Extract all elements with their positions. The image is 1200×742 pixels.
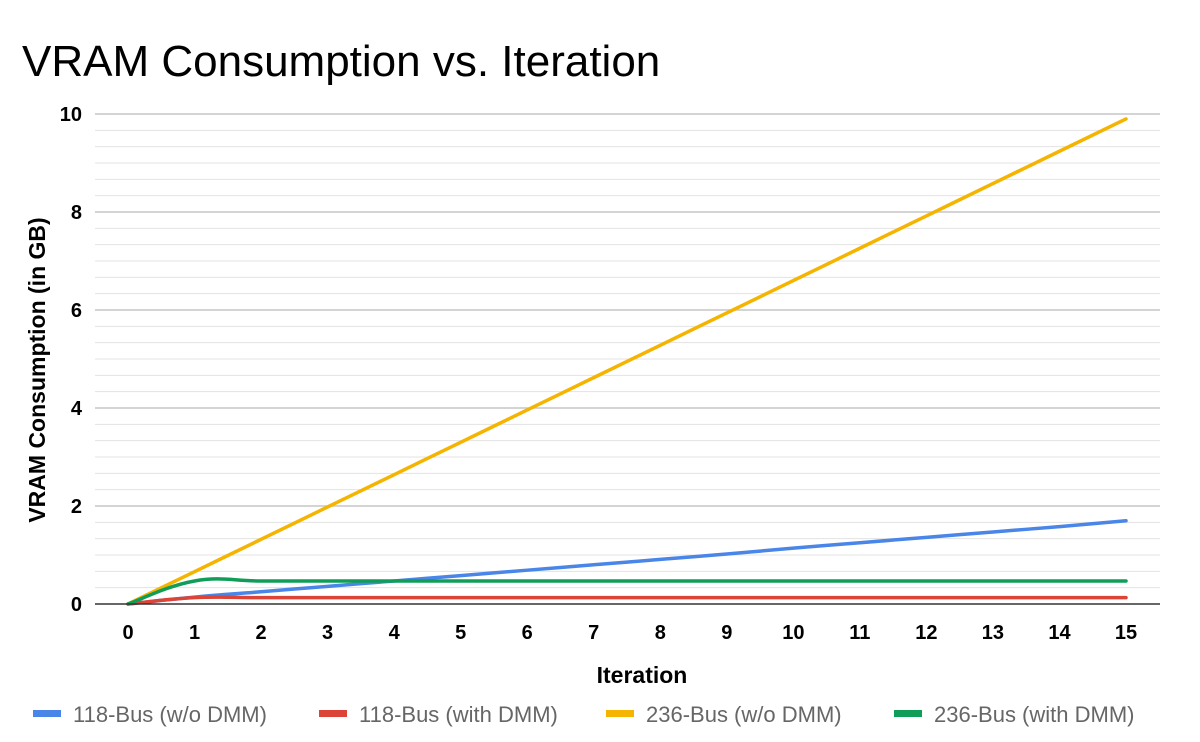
x-tick-label: 2 bbox=[256, 622, 267, 644]
legend-item: 118-Bus (w/o DMM) bbox=[33, 702, 267, 727]
y-tick-label: 0 bbox=[71, 594, 82, 616]
y-tick-label: 6 bbox=[71, 300, 82, 322]
chart-title: VRAM Consumption vs. Iteration bbox=[22, 37, 660, 86]
x-axis-title: Iteration bbox=[597, 662, 688, 688]
legend: 118-Bus (w/o DMM) 118-Bus (with DMM) 236-B… bbox=[33, 702, 1134, 727]
x-tick-label: 14 bbox=[1048, 622, 1071, 644]
x-tick-label: 7 bbox=[588, 622, 599, 644]
series-lines bbox=[126, 117, 1128, 606]
x-tick-label: 15 bbox=[1115, 622, 1137, 644]
x-tick-label: 10 bbox=[782, 622, 804, 644]
x-tick-label: 3 bbox=[322, 622, 333, 644]
legend-item: 236-Bus (with DMM) bbox=[894, 702, 1134, 727]
x-tick-label: 13 bbox=[982, 622, 1004, 644]
y-axis-title: VRAM Consumption (in GB) bbox=[24, 217, 50, 522]
x-tick-label: 8 bbox=[655, 622, 666, 644]
x-tick-label: 4 bbox=[389, 622, 401, 644]
x-tick-label: 12 bbox=[915, 622, 937, 644]
x-tick-label: 0 bbox=[122, 622, 133, 644]
x-axis-ticks: 0 1 2 3 4 5 6 7 8 9 10 11 12 13 14 15 bbox=[122, 622, 1137, 644]
x-tick-label: 5 bbox=[455, 622, 466, 644]
x-tick-label: 11 bbox=[849, 622, 870, 644]
y-tick-label: 10 bbox=[60, 104, 82, 126]
legend-label: 236-Bus (w/o DMM) bbox=[646, 702, 842, 727]
x-tick-label: 6 bbox=[522, 622, 533, 644]
legend-swatch bbox=[33, 710, 61, 717]
legend-label: 118-Bus (with DMM) bbox=[359, 702, 558, 727]
legend-swatch bbox=[606, 710, 634, 717]
y-tick-label: 4 bbox=[71, 398, 83, 420]
series-line-3 bbox=[126, 117, 1128, 606]
legend-swatch bbox=[894, 710, 922, 717]
x-tick-label: 9 bbox=[721, 622, 732, 644]
series-line-4 bbox=[126, 577, 1128, 606]
x-tick-label: 1 bbox=[189, 622, 200, 644]
y-axis-ticks: 0 2 4 6 8 10 bbox=[60, 104, 83, 616]
legend-item: 236-Bus (w/o DMM) bbox=[606, 702, 842, 727]
legend-label: 118-Bus (w/o DMM) bbox=[73, 702, 267, 727]
legend-label: 236-Bus (with DMM) bbox=[934, 702, 1134, 727]
series-line-1 bbox=[126, 518, 1128, 606]
y-tick-label: 2 bbox=[71, 496, 82, 518]
series-line-2 bbox=[126, 595, 1128, 606]
legend-item: 118-Bus (with DMM) bbox=[319, 702, 558, 727]
grid bbox=[95, 113, 1160, 605]
y-tick-label: 8 bbox=[71, 202, 82, 224]
legend-swatch bbox=[319, 710, 347, 717]
